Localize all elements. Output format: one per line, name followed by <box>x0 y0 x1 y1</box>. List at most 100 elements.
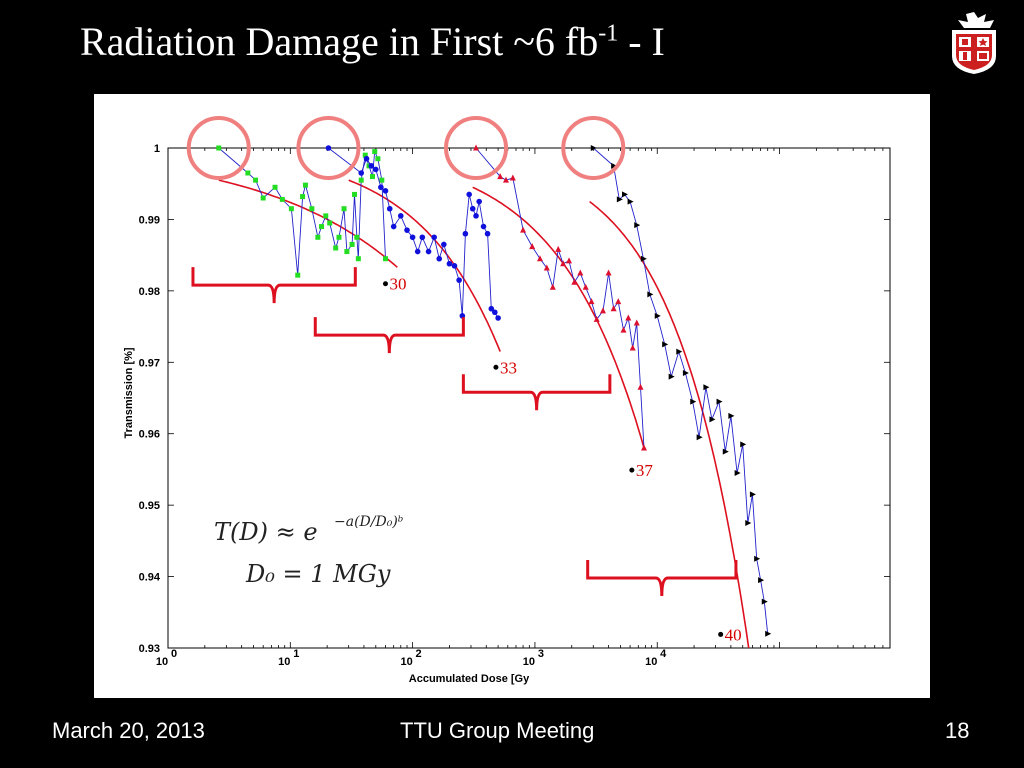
x-tick-label: 10 <box>278 656 290 668</box>
data-point <box>309 206 315 212</box>
data-point <box>696 434 703 441</box>
data-point <box>327 220 333 226</box>
footer-page-number: 18 <box>945 718 970 743</box>
data-point <box>709 416 716 423</box>
annotation-dot <box>382 281 388 287</box>
data-point <box>509 174 516 181</box>
data-point <box>555 245 562 252</box>
data-point <box>323 213 329 219</box>
data-point <box>344 249 350 255</box>
equation-line2: D₀ = 1 MGy <box>245 560 391 588</box>
data-point <box>492 309 498 316</box>
data-point <box>404 227 410 233</box>
data-point <box>333 245 339 251</box>
data-point <box>390 223 397 230</box>
data-point <box>253 177 259 183</box>
data-point <box>245 170 251 176</box>
data-point <box>690 398 697 405</box>
annotation-label: 37 <box>636 461 654 480</box>
data-point <box>676 348 683 355</box>
fit-curve <box>348 179 501 352</box>
data-point <box>728 412 735 419</box>
data-point <box>577 269 584 276</box>
data-point <box>379 177 385 183</box>
data-point <box>397 213 404 219</box>
fit-equation: T(D) ≈ e −a(D/D₀)ᵇ D₀ = 1 MGy <box>214 514 403 588</box>
y-tick-label: 0.98 <box>139 286 160 298</box>
data-point <box>637 383 644 390</box>
bracket <box>191 267 357 304</box>
slide-title-suffix: - I <box>618 19 665 64</box>
data-point <box>654 312 661 319</box>
data-point <box>484 230 491 237</box>
data-point <box>300 194 306 200</box>
fit-curve <box>472 186 645 449</box>
data-point <box>368 163 375 169</box>
x-tick-exponent: 1 <box>293 648 299 660</box>
chart-axes: 10010110210310410.990.980.970.960.950.94… <box>123 143 891 685</box>
data-point <box>325 145 332 151</box>
data-point <box>582 283 589 290</box>
x-tick-label: 10 <box>156 656 168 668</box>
annotation-dot <box>629 467 635 473</box>
data-point <box>590 145 597 151</box>
data-point <box>355 256 361 262</box>
y-tick-label: 0.94 <box>139 572 161 584</box>
annotation-label: 40 <box>725 625 742 644</box>
data-point <box>302 182 308 188</box>
data-point <box>425 248 432 255</box>
data-point <box>473 144 480 151</box>
data-point <box>372 149 378 155</box>
x-tick-exponent: 2 <box>416 648 422 660</box>
data-point <box>382 256 388 262</box>
data-point <box>536 255 543 262</box>
data-point <box>370 174 376 180</box>
x-tick-label: 10 <box>523 656 535 668</box>
y-tick-label: 0.96 <box>139 429 160 441</box>
data-point <box>341 206 347 212</box>
data-point <box>625 314 632 321</box>
highlight-circle <box>186 116 251 180</box>
data-point <box>749 491 756 498</box>
data-point <box>640 255 647 262</box>
series-line <box>593 147 769 634</box>
data-point <box>349 241 355 247</box>
bracket <box>586 560 738 597</box>
data-point <box>436 255 443 262</box>
data-point <box>566 257 573 264</box>
y-tick-label: 0.95 <box>139 500 160 512</box>
data-point <box>520 226 527 233</box>
equation-line1-exponent: −a(D/D₀)ᵇ <box>334 514 403 530</box>
data-point <box>633 319 640 326</box>
data-point <box>599 307 606 314</box>
data-point <box>588 298 595 305</box>
data-point <box>372 166 379 173</box>
data-point <box>627 198 634 205</box>
y-tick-label: 0.99 <box>139 214 160 226</box>
data-point <box>386 205 393 212</box>
y-tick-label: 0.93 <box>139 643 160 655</box>
data-point <box>529 243 536 250</box>
x-tick-exponent: 0 <box>171 648 177 660</box>
data-point <box>734 470 741 476</box>
data-point <box>605 269 612 276</box>
data-point <box>354 234 360 240</box>
data-point <box>571 278 578 285</box>
data-point <box>476 198 482 205</box>
data-point <box>480 223 487 230</box>
data-point <box>620 326 627 333</box>
data-point <box>431 234 437 241</box>
data-point <box>451 263 458 269</box>
data-point <box>216 145 222 151</box>
fit-curve <box>589 200 750 649</box>
data-point <box>682 370 689 376</box>
data-point <box>703 384 710 391</box>
data-point <box>641 444 648 451</box>
data-point <box>722 448 729 455</box>
data-point <box>543 264 550 271</box>
x-tick-exponent: 3 <box>538 648 544 660</box>
chart-svg: 10010110210310410.990.980.970.960.950.94… <box>123 116 891 685</box>
x-tick-exponent: 4 <box>660 648 667 660</box>
bracket <box>313 317 465 354</box>
data-point <box>409 234 416 241</box>
